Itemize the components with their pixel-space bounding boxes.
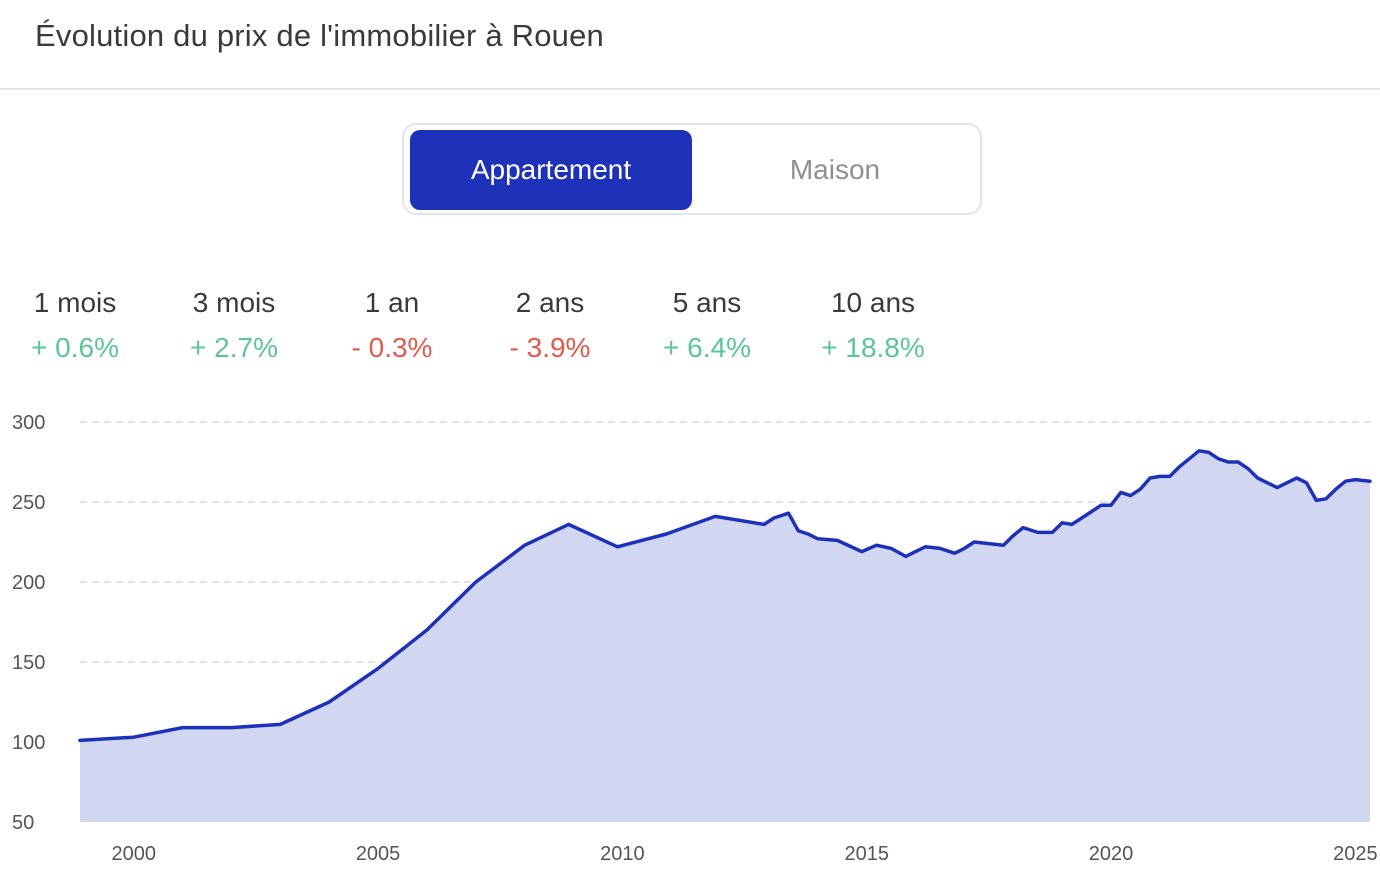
stat-label: 5 ans [672,287,742,318]
stat-label: 1 an [364,287,420,318]
page-title: Évolution du prix de l'immobilier à Roue… [35,18,604,53]
x-tick-label: 2000 [112,843,157,865]
x-tick-label: 2015 [844,843,889,865]
series-line [78,449,1372,743]
stat-2-ans: 2 ans - 3.9% [470,285,630,366]
stat-value: + 0.6% [31,332,119,363]
stat-10-ans: 10 ans + 18.8% [793,285,953,366]
stat-5-ans: 5 ans + 6.4% [627,285,787,366]
series-area [80,450,1370,822]
toggle-maison-button[interactable]: Maison [789,154,881,185]
stat-label: 10 ans [830,287,916,318]
y-tick-label: 300 [12,412,45,434]
stat-1-an: 1 an - 0.3% [312,285,472,366]
stat-value: + 2.7% [190,332,278,363]
stat-value: - 0.3% [351,332,433,363]
toggle-appartement-button[interactable]: Appartement [410,130,692,210]
y-tick-label: 100 [12,732,45,754]
stat-value: + 18.8% [821,332,925,363]
stat-label: 2 ans [515,287,585,318]
price-evolution-chart: 300 250 200 150 100 50 2000 2005 2010 2015 2020 202… [12,412,1378,865]
y-tick-label: 50 [12,812,34,834]
stat-value: + 6.4% [663,332,751,363]
stat-label: 1 mois [33,287,117,318]
property-type-toggle: Appartement Maison [402,123,982,215]
y-tick-label: 150 [12,652,45,674]
x-tick-label: 2010 [600,843,645,865]
x-tick-label: 2020 [1089,843,1134,865]
y-tick-label: 200 [12,572,45,594]
stat-value: - 3.9% [509,332,591,363]
x-tick-label: 2025 [1333,843,1378,865]
stat-1-mois: 1 mois + 0.6% [0,285,155,366]
y-tick-label: 250 [12,492,45,514]
stat-label: 3 mois [192,287,276,318]
header: Évolution du prix de l'immobilier à Roue… [0,0,1380,90]
x-tick-label: 2005 [356,843,401,865]
stat-3-mois: 3 mois + 2.7% [154,285,314,366]
